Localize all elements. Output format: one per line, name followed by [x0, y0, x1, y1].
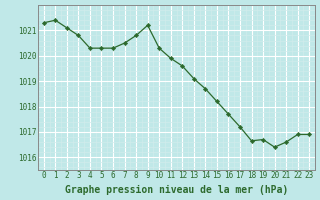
X-axis label: Graphe pression niveau de la mer (hPa): Graphe pression niveau de la mer (hPa)	[65, 185, 288, 195]
